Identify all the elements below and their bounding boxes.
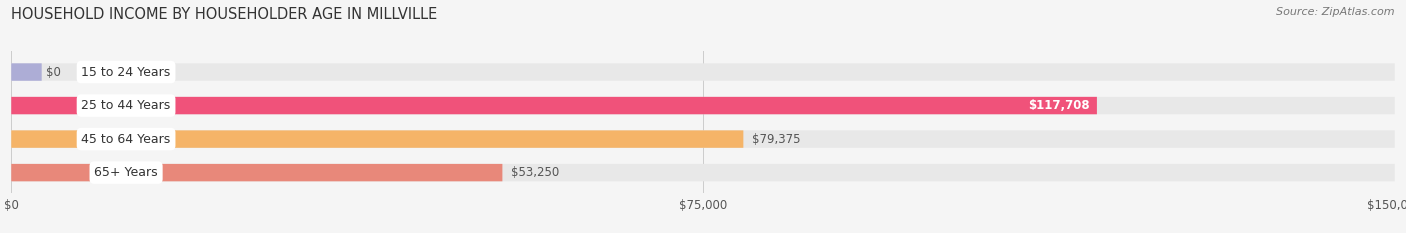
Text: Source: ZipAtlas.com: Source: ZipAtlas.com [1277, 7, 1395, 17]
Text: $117,708: $117,708 [1028, 99, 1090, 112]
FancyBboxPatch shape [11, 164, 1395, 181]
Text: $79,375: $79,375 [752, 133, 800, 146]
Text: 25 to 44 Years: 25 to 44 Years [82, 99, 170, 112]
FancyBboxPatch shape [11, 63, 1395, 81]
Text: HOUSEHOLD INCOME BY HOUSEHOLDER AGE IN MILLVILLE: HOUSEHOLD INCOME BY HOUSEHOLDER AGE IN M… [11, 7, 437, 22]
FancyBboxPatch shape [11, 130, 744, 148]
FancyBboxPatch shape [11, 97, 1097, 114]
FancyBboxPatch shape [11, 97, 1395, 114]
Text: 65+ Years: 65+ Years [94, 166, 157, 179]
FancyBboxPatch shape [11, 164, 502, 181]
Text: 15 to 24 Years: 15 to 24 Years [82, 65, 170, 79]
Text: 45 to 64 Years: 45 to 64 Years [82, 133, 170, 146]
Text: $53,250: $53,250 [510, 166, 560, 179]
FancyBboxPatch shape [11, 63, 42, 81]
FancyBboxPatch shape [11, 130, 1395, 148]
Text: $0: $0 [46, 65, 60, 79]
